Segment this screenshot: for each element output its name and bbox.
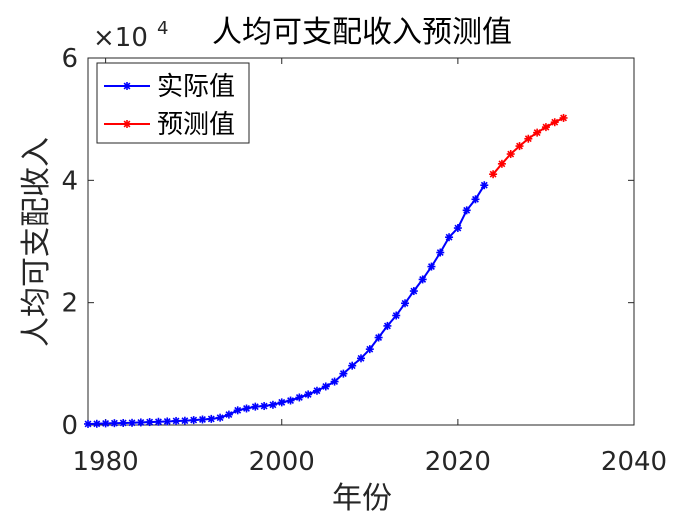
y-axis-title: 人均可支配收入 xyxy=(19,137,54,347)
data-point-forecast xyxy=(533,128,542,137)
data-point-actual xyxy=(84,419,92,428)
data-point-actual xyxy=(207,414,216,423)
data-point-forecast xyxy=(506,150,515,159)
data-point-actual xyxy=(471,195,480,204)
data-point-actual xyxy=(445,233,454,242)
data-point-actual xyxy=(180,416,189,425)
x-tick-label: 1980 xyxy=(73,447,139,477)
data-point-forecast xyxy=(489,170,498,179)
data-point-forecast xyxy=(559,113,568,122)
y-tick-label: 6 xyxy=(61,44,78,74)
data-point-actual xyxy=(224,410,233,419)
data-point-actual xyxy=(409,287,418,296)
x-tick-label: 2040 xyxy=(601,447,667,477)
data-point-actual xyxy=(260,402,269,411)
data-point-actual xyxy=(374,333,383,342)
data-point-actual xyxy=(436,248,445,257)
data-point-actual xyxy=(339,369,348,378)
data-point-actual xyxy=(277,398,286,407)
data-point-actual xyxy=(163,417,172,426)
data-point-actual xyxy=(154,417,163,426)
data-point-actual xyxy=(101,419,110,428)
data-point-actual xyxy=(128,418,137,427)
data-point-actual xyxy=(365,345,374,354)
data-point-actual xyxy=(136,418,145,427)
data-point-forecast xyxy=(515,142,524,151)
data-point-actual xyxy=(119,418,128,427)
data-point-actual xyxy=(312,386,321,395)
legend-marker xyxy=(123,120,131,128)
data-point-actual xyxy=(233,406,242,415)
legend-box xyxy=(96,62,250,144)
data-point-forecast xyxy=(524,134,533,143)
legend-label: 预测值 xyxy=(157,110,235,140)
data-point-actual xyxy=(189,416,198,425)
y-tick-label: 0 xyxy=(61,411,78,441)
legend-marker xyxy=(123,82,131,90)
data-point-actual xyxy=(357,354,365,363)
data-point-actual xyxy=(251,402,260,411)
data-point-actual xyxy=(242,404,251,413)
data-point-forecast xyxy=(550,118,559,127)
data-point-actual xyxy=(392,311,401,320)
data-point-actual xyxy=(286,396,295,405)
data-point-actual xyxy=(383,321,392,330)
data-point-actual xyxy=(480,181,489,190)
data-point-actual xyxy=(268,400,277,409)
data-point-actual xyxy=(295,393,304,402)
y-tick-label: 4 xyxy=(61,166,78,196)
y-axis-exponent-power: 4 xyxy=(157,18,168,39)
legend-item-forecast: 预测值 xyxy=(104,110,235,140)
data-point-actual xyxy=(145,418,154,427)
data-point-actual xyxy=(110,419,119,428)
chart-title: 人均可支配收入预测值 xyxy=(212,15,512,50)
data-point-actual xyxy=(172,416,181,425)
data-point-actual xyxy=(321,382,330,391)
x-axis: 1980 2000 2020 2040 xyxy=(73,58,667,477)
data-point-actual xyxy=(216,413,225,422)
data-point-actual xyxy=(427,262,436,271)
data-point-actual xyxy=(304,390,313,399)
data-point-actual xyxy=(92,419,101,428)
legend-label: 实际值 xyxy=(157,72,235,102)
y-axis-exponent-base: ×10 xyxy=(93,23,148,53)
data-point-actual xyxy=(418,275,427,284)
x-axis-title: 年份 xyxy=(332,481,392,516)
x-tick-label: 2000 xyxy=(249,447,315,477)
data-point-actual xyxy=(330,377,339,386)
data-point-forecast xyxy=(497,159,506,168)
series-line-actual xyxy=(87,184,486,425)
data-point-actual xyxy=(453,224,462,233)
data-point-actual xyxy=(348,361,357,370)
data-point-forecast xyxy=(541,123,550,132)
data-point-actual xyxy=(198,415,207,424)
data-point-actual xyxy=(401,299,410,308)
legend-item-actual: 实际值 xyxy=(104,72,235,102)
data-point-actual xyxy=(462,206,471,215)
series-layer xyxy=(84,113,568,428)
y-axis: 0 2 4 6 xyxy=(61,44,634,441)
x-tick-label: 2020 xyxy=(425,447,491,477)
y-tick-label: 2 xyxy=(61,289,78,319)
